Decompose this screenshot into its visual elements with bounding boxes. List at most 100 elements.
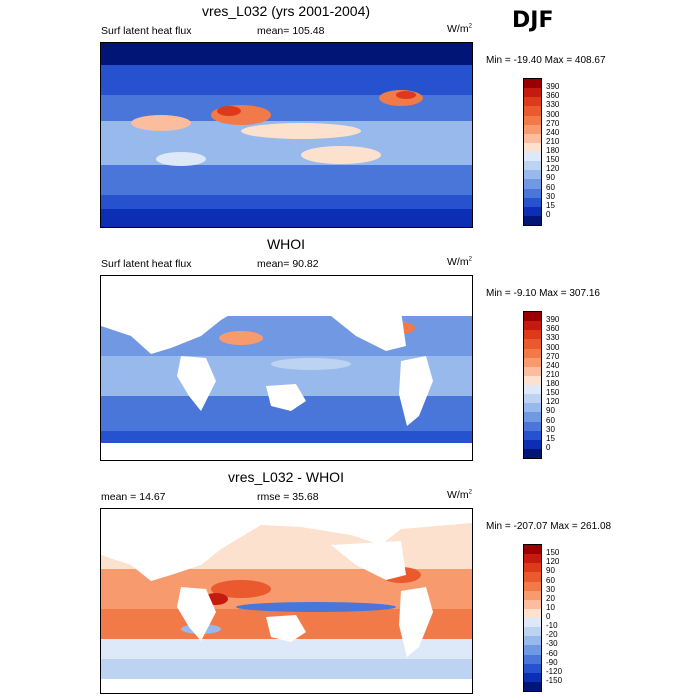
colorbar-tick-label: -60 bbox=[546, 648, 558, 658]
colorbar-swatch bbox=[524, 385, 541, 395]
colorbar-swatch bbox=[524, 88, 541, 98]
panel-units-diff: W/m2 bbox=[447, 489, 472, 501]
colorbar-tick-label: -30 bbox=[546, 639, 558, 649]
colorbar-tick-label: 240 bbox=[546, 127, 560, 137]
colorbar-tick-label: 210 bbox=[546, 369, 560, 379]
colorbar-swatch bbox=[524, 645, 541, 655]
colorbar-swatch bbox=[524, 348, 541, 358]
colorbar-swatch bbox=[524, 152, 541, 162]
colorbar-swatch bbox=[524, 599, 541, 609]
colorbar-swatch bbox=[524, 554, 541, 564]
colorbar-tick-label: 330 bbox=[546, 100, 560, 110]
minmax-diff: Min = -207.07 Max = 261.08 bbox=[486, 521, 612, 532]
colorbar-swatch bbox=[524, 581, 541, 591]
colorbar-swatch bbox=[524, 206, 541, 216]
colorbar-swatch bbox=[524, 321, 541, 331]
colorbar-swatch bbox=[524, 448, 541, 458]
colorbar-tick-label: 60 bbox=[546, 575, 555, 585]
panel-title-model: vres_L032 (yrs 2001-2004) bbox=[201, 3, 371, 19]
colorbar-tick-label: -10 bbox=[546, 621, 558, 631]
colorbar-diff bbox=[523, 544, 542, 692]
colorbar-swatch bbox=[524, 572, 541, 582]
minmax-model: Min = -19.40 Max = 408.67 bbox=[486, 55, 606, 66]
colorbar-tick-label: 0 bbox=[546, 209, 551, 219]
colorbar-tick-label: 300 bbox=[546, 342, 560, 352]
colorbar-tick-label: 150 bbox=[546, 548, 560, 558]
colorbar-swatch bbox=[524, 161, 541, 171]
colorbar-swatch bbox=[524, 663, 541, 673]
colorbar-tick-label: 240 bbox=[546, 360, 560, 370]
colorbar-tick-label: 120 bbox=[546, 557, 560, 567]
map-obs bbox=[100, 275, 473, 461]
panel-left-label-model: Surf latent heat flux bbox=[101, 25, 192, 37]
colorbar-tick-label: 390 bbox=[546, 82, 560, 92]
colorbar-tick-label: 270 bbox=[546, 118, 560, 128]
colorbar-tick-label: 150 bbox=[546, 388, 560, 398]
colorbar-tick-label: 20 bbox=[546, 593, 555, 603]
colorbar-tick-label: 150 bbox=[546, 155, 560, 165]
map-diff bbox=[100, 508, 473, 694]
colorbar-swatch bbox=[524, 375, 541, 385]
colorbar-tick-label: 30 bbox=[546, 584, 555, 594]
colorbar-swatch bbox=[524, 412, 541, 422]
colorbar-swatch bbox=[524, 672, 541, 682]
colorbar-swatch bbox=[524, 430, 541, 440]
colorbar-swatch bbox=[524, 330, 541, 340]
colorbar-tick-label: 330 bbox=[546, 333, 560, 343]
colorbar-swatch bbox=[524, 188, 541, 198]
colorbar-swatch bbox=[524, 106, 541, 116]
colorbar-tick-label: 360 bbox=[546, 324, 560, 334]
colorbar-tick-label: 120 bbox=[546, 164, 560, 174]
colorbar-tick-label: 360 bbox=[546, 91, 560, 101]
colorbar-tick-label: 10 bbox=[546, 602, 555, 612]
colorbar-tick-label: 90 bbox=[546, 173, 555, 183]
colorbar-swatch bbox=[524, 215, 541, 225]
colorbar-tick-label: 0 bbox=[546, 612, 551, 621]
colorbar-tick-label: -90 bbox=[546, 657, 558, 667]
panel-units-model: W/m2 bbox=[447, 23, 472, 35]
colorbar-model bbox=[523, 78, 542, 226]
colorbar-swatch bbox=[524, 366, 541, 376]
colorbar-tick-label: 30 bbox=[546, 191, 555, 201]
colorbar-tick-label: 390 bbox=[546, 315, 560, 325]
map-model bbox=[100, 42, 473, 228]
colorbar-swatch bbox=[524, 97, 541, 107]
panel-title-diff: vres_L032 - WHOI bbox=[228, 469, 344, 485]
colorbar-tick-label: 270 bbox=[546, 351, 560, 361]
colorbar-tick-label: 90 bbox=[546, 566, 555, 576]
colorbar-swatch bbox=[524, 394, 541, 404]
colorbar-swatch bbox=[524, 563, 541, 573]
colorbar-swatch bbox=[524, 439, 541, 449]
colorbar-swatch bbox=[524, 618, 541, 628]
colorbar-swatch bbox=[524, 142, 541, 152]
colorbar-swatch bbox=[524, 339, 541, 349]
colorbar-swatch bbox=[524, 590, 541, 600]
colorbar-swatch bbox=[524, 403, 541, 413]
colorbar-tick-label: -150 bbox=[546, 675, 563, 685]
colorbar-tick-label: 15 bbox=[546, 200, 555, 210]
colorbar-tick-label: 90 bbox=[546, 406, 555, 416]
minmax-obs: Min = -9.10 Max = 307.16 bbox=[486, 288, 600, 299]
colorbar-tick-label: 0 bbox=[546, 442, 551, 452]
colorbar-tick-label: -120 bbox=[546, 666, 563, 676]
colorbar-swatch bbox=[524, 654, 541, 664]
panel-left-label-obs: Surf latent heat flux bbox=[101, 258, 192, 270]
colorbar-tick-label: -20 bbox=[546, 630, 558, 640]
colorbar-swatch bbox=[524, 608, 541, 618]
colorbar-obs bbox=[523, 311, 542, 459]
colorbar-swatch bbox=[524, 115, 541, 125]
colorbar-tick-label: 60 bbox=[546, 415, 555, 425]
colorbar-tick-label: 180 bbox=[546, 146, 560, 155]
panel-mean-model: mean= 105.48 bbox=[257, 25, 325, 37]
colorbar-swatch bbox=[524, 627, 541, 637]
colorbar-tick-label: 210 bbox=[546, 136, 560, 146]
colorbar-swatch bbox=[524, 357, 541, 367]
colorbar-swatch bbox=[524, 545, 541, 555]
colorbar-tick-label: 120 bbox=[546, 397, 560, 407]
colorbar-swatch bbox=[524, 179, 541, 189]
colorbar-tick-label: 60 bbox=[546, 182, 555, 192]
colorbar-swatch bbox=[524, 133, 541, 143]
colorbar-tick-label: 15 bbox=[546, 433, 555, 443]
colorbar-swatch bbox=[524, 421, 541, 431]
colorbar-swatch bbox=[524, 124, 541, 134]
